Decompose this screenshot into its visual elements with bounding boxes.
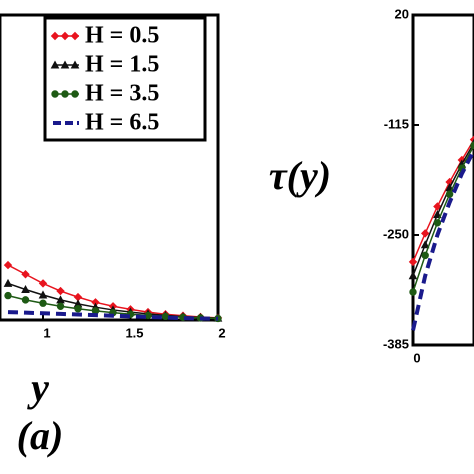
legend-marker <box>70 60 80 69</box>
marker <box>161 312 170 321</box>
y-axis-label: τ(y) <box>269 153 331 198</box>
y-tick-label: 20 <box>395 6 409 21</box>
panel-label: (a) <box>17 413 64 458</box>
plot-frame <box>411 13 474 347</box>
series-line <box>411 149 474 331</box>
marker <box>420 229 430 238</box>
x-tick-label: 2 <box>218 325 225 340</box>
legend-label: H = 1.5 <box>85 52 159 78</box>
legend-marker <box>71 90 79 98</box>
x-axis-label: y <box>27 365 49 410</box>
x-tick-label: 1.5 <box>125 325 143 340</box>
legend-marker <box>61 90 69 98</box>
series-line <box>412 142 474 277</box>
legend-label: H = 0.5 <box>85 23 159 49</box>
legend-marker <box>51 90 59 98</box>
marker <box>433 210 442 219</box>
legend-label: H = 6.5 <box>85 110 159 136</box>
legend-label: H = 3.5 <box>85 81 159 107</box>
legend-box <box>43 16 207 142</box>
legend-marker <box>50 60 60 69</box>
legend-marker <box>60 31 70 41</box>
marker <box>420 240 430 249</box>
marker <box>421 251 429 260</box>
marker <box>56 286 65 296</box>
marker <box>74 305 82 313</box>
marker <box>408 257 418 267</box>
x-tick-label: 0 <box>413 350 420 365</box>
series-line <box>412 139 474 263</box>
series-line <box>7 310 219 321</box>
y-tick-label: -115 <box>384 116 409 131</box>
marker <box>409 288 417 296</box>
marker <box>21 296 30 304</box>
y-tick-label: -250 <box>383 226 409 241</box>
marker <box>56 302 65 310</box>
series-line <box>412 145 474 293</box>
x-tick-label: 1 <box>43 325 50 340</box>
marker <box>39 299 47 307</box>
legend-marker <box>50 31 60 41</box>
marker <box>433 219 442 227</box>
marker <box>445 190 454 198</box>
marker <box>3 260 13 270</box>
plot-frame <box>0 13 220 322</box>
marker <box>4 291 12 300</box>
marker <box>21 284 30 293</box>
marker <box>433 202 442 211</box>
marker <box>408 271 418 280</box>
legend-marker <box>60 60 70 69</box>
y-tick-label: -385 <box>383 336 409 351</box>
marker <box>3 278 13 287</box>
marker <box>38 279 48 288</box>
marker <box>38 290 48 299</box>
marker <box>21 270 30 279</box>
legend-marker <box>70 31 80 41</box>
